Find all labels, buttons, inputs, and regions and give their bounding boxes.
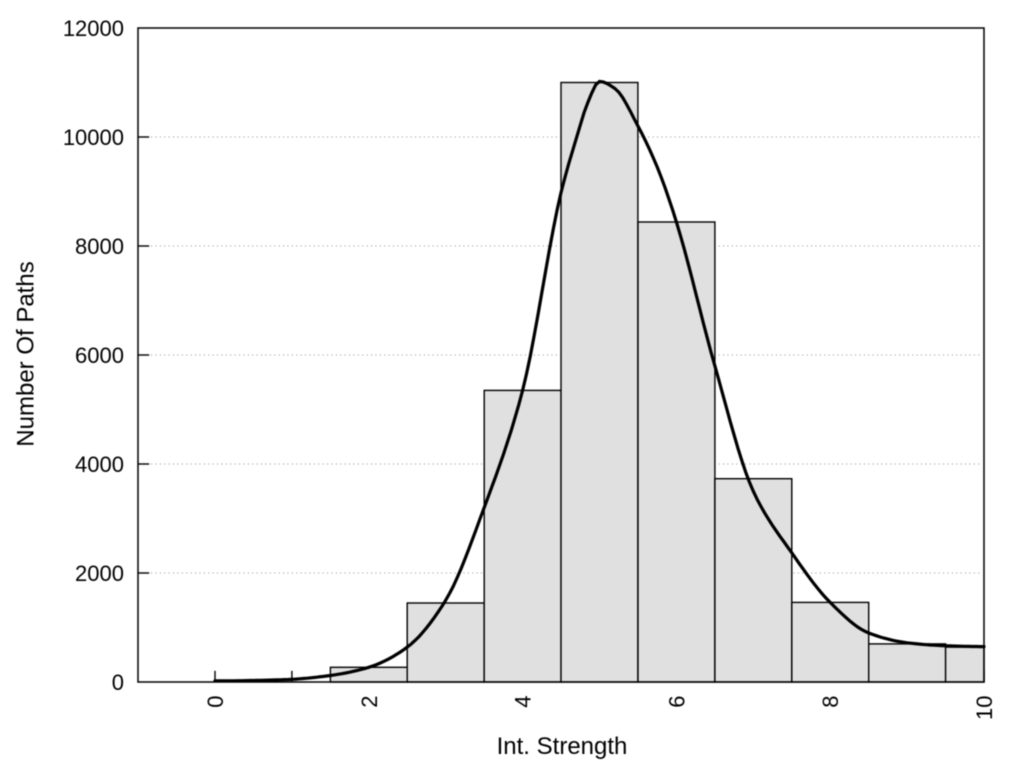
svg-text:6: 6 bbox=[664, 696, 689, 708]
svg-text:10000: 10000 bbox=[63, 125, 124, 150]
svg-text:4: 4 bbox=[511, 696, 536, 708]
svg-text:4000: 4000 bbox=[75, 452, 124, 477]
svg-text:0: 0 bbox=[112, 670, 124, 695]
svg-text:0: 0 bbox=[203, 696, 228, 708]
svg-text:Number Of Paths: Number Of Paths bbox=[13, 261, 40, 446]
svg-text:2000: 2000 bbox=[75, 561, 124, 586]
svg-text:8: 8 bbox=[818, 696, 843, 708]
svg-text:12000: 12000 bbox=[63, 16, 124, 41]
svg-text:Int. Strength: Int. Strength bbox=[497, 733, 628, 760]
svg-text:6000: 6000 bbox=[75, 343, 124, 368]
svg-text:2: 2 bbox=[357, 696, 382, 708]
svg-text:10: 10 bbox=[972, 696, 997, 720]
svg-text:8000: 8000 bbox=[75, 234, 124, 259]
